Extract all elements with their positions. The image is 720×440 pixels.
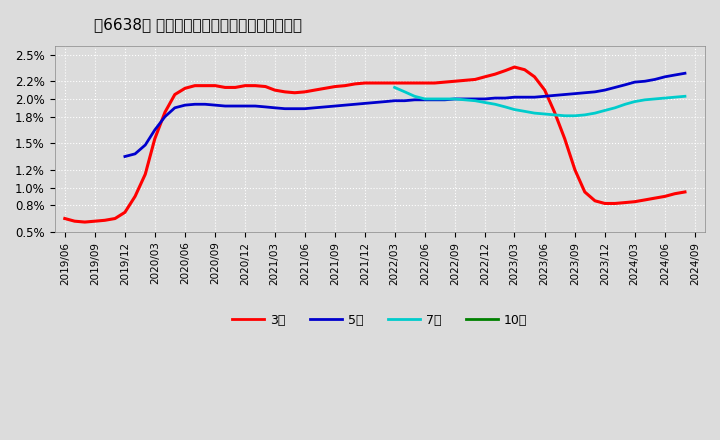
Text: ［6638］ 経常利益マージンの標準偏差の推移: ［6638］ 経常利益マージンの標準偏差の推移 bbox=[94, 18, 302, 33]
Legend: 3年, 5年, 7年, 10年: 3年, 5年, 7年, 10年 bbox=[228, 309, 532, 332]
